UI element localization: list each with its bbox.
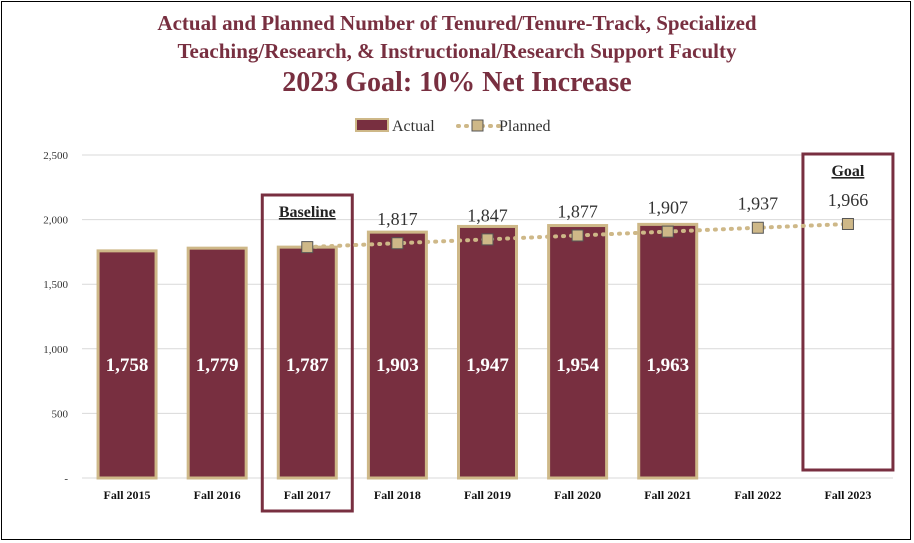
chart-title-line2: Teaching/Research, & Instructional/Resea… [177, 39, 737, 63]
y-tick-label: 1,500 [43, 279, 68, 291]
baseline-label: Baseline [279, 204, 336, 221]
x-tick-label: Fall 2022 [734, 488, 781, 502]
planned-marker [841, 217, 854, 230]
bar-value-label: 1,954 [556, 355, 599, 376]
goal-label: Goal [831, 163, 864, 180]
annotations: Baseline Goal [260, 152, 895, 513]
bar-value-label: 1,787 [286, 355, 329, 376]
x-axis-ticks: Fall 2015 Fall 2016 Fall 2017 Fall 2018 Fall… [104, 488, 872, 502]
planned-value-label: 1,966 [828, 190, 869, 210]
planned-value-label: 1,817 [377, 209, 418, 229]
x-tick-label: Fall 2018 [374, 488, 421, 502]
y-axis-ticks: - 500 1,000 1,500 2,000 2,500 [43, 150, 68, 485]
baseline-highlight-box [260, 193, 354, 513]
bar-actual [276, 245, 338, 480]
planned-marker [751, 221, 764, 234]
planned-value-label: 1,937 [738, 194, 779, 214]
x-tick-label: Fall 2016 [194, 488, 241, 502]
planned-marker [481, 233, 494, 246]
x-tick-label: Fall 2023 [824, 488, 871, 502]
planned-marker [301, 241, 314, 254]
bar-actual [547, 224, 609, 480]
y-tick-label: 500 [52, 408, 69, 420]
bar-value-label: 1,903 [376, 355, 419, 376]
legend-actual-label: Actual [392, 118, 435, 135]
planned-value-label: 1,877 [557, 201, 598, 221]
y-tick-label: 2,500 [43, 150, 68, 162]
bar-value-label: 1,758 [106, 355, 149, 376]
planned-marker [571, 229, 584, 242]
bars: 1,758 1,779 1,787 1,903 1,947 1,954 1,963 [96, 222, 699, 480]
chart-title-goal: 2023 Goal: 10% Net Increase [282, 67, 632, 98]
bar-actual [186, 246, 248, 480]
planned-marker [391, 237, 404, 250]
legend-planned-marker [471, 119, 484, 132]
chart-legend: Actual Planned [355, 118, 551, 135]
y-tick-label: 1,000 [43, 344, 68, 356]
planned-value-label: 1,907 [647, 198, 688, 218]
bar-actual [366, 230, 428, 480]
bar-actual [637, 222, 699, 480]
bar-value-label: 1,779 [196, 355, 239, 376]
goal-highlight-box [801, 152, 895, 472]
bar-value-label: 1,947 [466, 355, 509, 376]
legend-actual-swatch [355, 118, 389, 132]
legend-planned-label: Planned [499, 118, 551, 135]
chart-title-line1: Actual and Planned Number of Tenured/Ten… [157, 11, 757, 35]
x-tick-label: Fall 2017 [284, 488, 331, 502]
planned-value-label: 1,847 [467, 205, 508, 225]
y-tick-label: - [64, 473, 68, 485]
x-tick-label: Fall 2015 [104, 488, 151, 502]
x-tick-label: Fall 2021 [644, 488, 691, 502]
bar-value-label: 1,963 [646, 355, 689, 376]
bar-actual [457, 224, 518, 480]
planned-marker [661, 225, 674, 238]
x-tick-label: Fall 2020 [554, 488, 601, 502]
y-tick-label: 2,000 [43, 215, 68, 227]
planned-series: 1,817 1,847 1,877 1,907 1,937 1,966 [301, 190, 869, 254]
x-tick-label: Fall 2019 [464, 488, 511, 502]
bar-actual [96, 249, 158, 480]
